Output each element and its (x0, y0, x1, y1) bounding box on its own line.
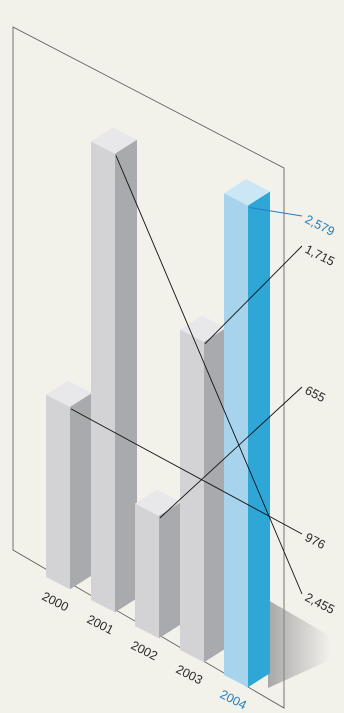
bar-side-2004 (248, 191, 270, 688)
bar-2002 (135, 489, 181, 639)
bar-top-2000 (46, 380, 92, 407)
bar-side-2000 (70, 392, 92, 590)
bars-layer (46, 127, 270, 688)
bar-side-2003 (204, 327, 226, 663)
bar-2004 (224, 179, 270, 688)
bar-2003 (180, 315, 226, 663)
year-label-2001: 2001 (85, 612, 116, 637)
bar-2000 (46, 380, 92, 590)
bar-front-2001 (91, 141, 115, 613)
bar-top-2002 (135, 489, 181, 516)
bar-front-2004 (224, 193, 248, 688)
bar-front-2002 (135, 503, 159, 639)
bar-2001 (91, 127, 137, 613)
bar-top-2004 (224, 179, 270, 206)
leader-line-2004 (248, 207, 303, 217)
bar-side-2002 (159, 501, 181, 639)
value-label-2003: 1,715 (303, 242, 337, 269)
year-label-2003: 2003 (174, 662, 205, 687)
back-panel (12, 26, 285, 709)
leader-line-2003 (204, 245, 303, 345)
bar-front-2000 (46, 394, 70, 590)
leader-line-2001 (115, 155, 303, 595)
bar-front-2003 (180, 329, 204, 663)
value-label-2000: 976 (303, 530, 328, 552)
value-label-2002: 655 (303, 383, 328, 405)
year-label-2002: 2002 (129, 638, 160, 663)
leader-line-2002 (159, 386, 303, 519)
year-label-2004: 2004 (218, 687, 249, 712)
bar-top-2001 (91, 127, 137, 154)
floor-shadow (268, 600, 330, 688)
value-label-2004: 2,579 (303, 212, 337, 239)
leader-lines-layer (70, 155, 303, 595)
bar-top-2003 (180, 315, 226, 342)
bar-side-2001 (115, 139, 137, 613)
leader-line-2000 (70, 408, 303, 535)
year-label-2000: 2000 (40, 589, 71, 614)
value-label-2001: 2,455 (303, 590, 337, 617)
